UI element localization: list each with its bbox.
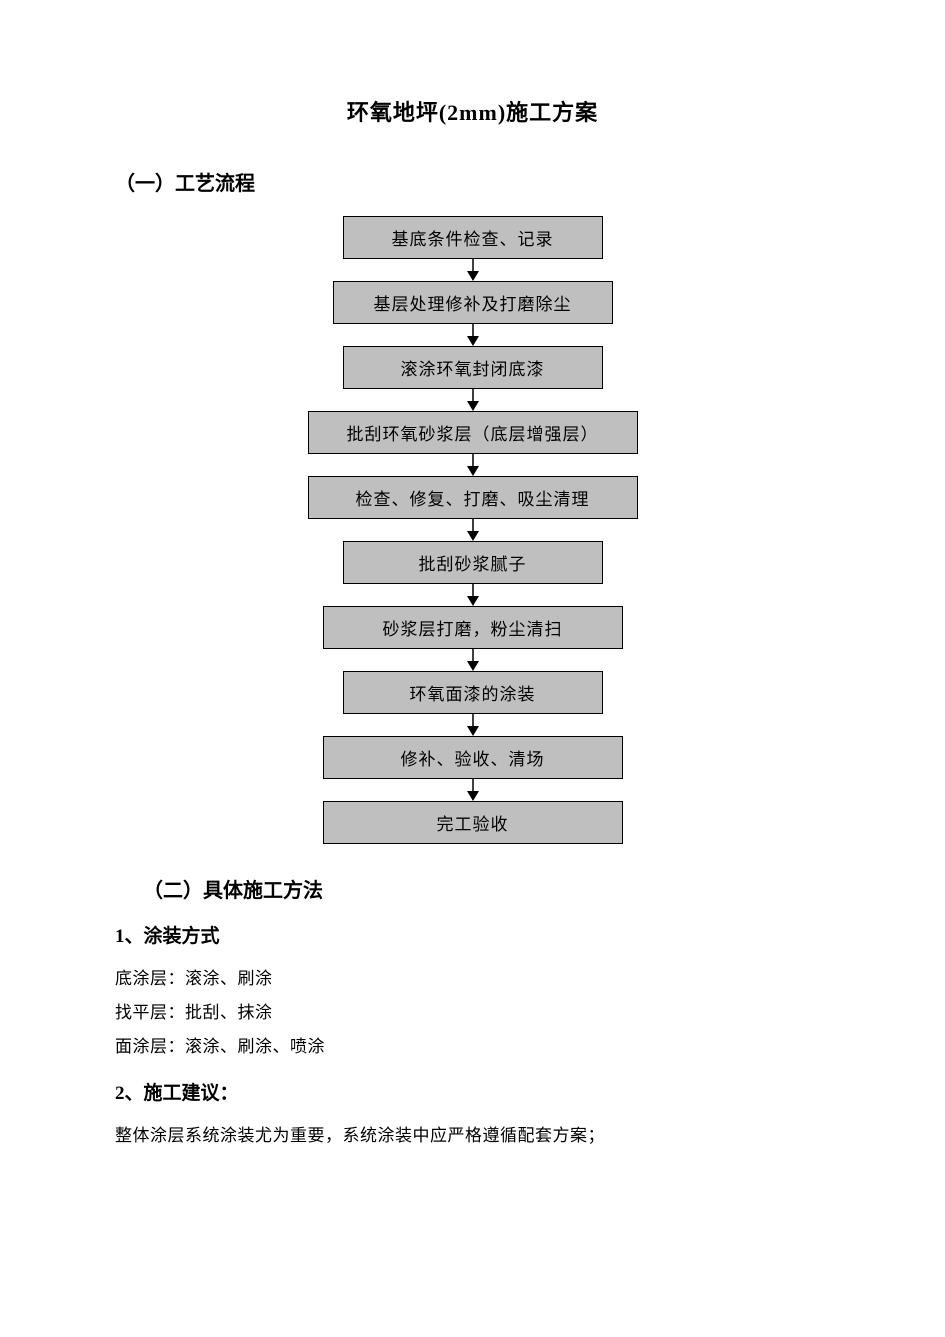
document-title: 环氧地坪(2mm)施工方案: [115, 95, 830, 127]
flow-arrow-icon: [463, 649, 483, 671]
section-1-heading: （一）工艺流程: [115, 167, 830, 196]
subsection-2-1-heading: 1、涂装方式: [115, 921, 830, 948]
flow-node: 滚涂环氧封闭底漆: [343, 346, 603, 389]
flow-arrow-icon: [463, 324, 483, 346]
flow-node: 完工验收: [323, 801, 623, 844]
section-2-heading: （二）具体施工方法: [143, 874, 830, 903]
flow-arrow-icon: [463, 584, 483, 606]
flow-arrow-icon: [463, 714, 483, 736]
flow-node: 修补、验收、清场: [323, 736, 623, 779]
body-text: 找平层：批刮、抹涂: [115, 996, 830, 1030]
flow-node: 基底条件检查、记录: [343, 216, 603, 259]
flow-node: 批刮环氧砂浆层（底层增强层）: [308, 411, 638, 454]
flow-node: 检查、修复、打磨、吸尘清理: [308, 476, 638, 519]
flow-node: 砂浆层打磨，粉尘清扫: [323, 606, 623, 649]
flow-arrow-icon: [463, 259, 483, 281]
subsection-2-2-heading: 2、施工建议：: [115, 1078, 830, 1105]
body-text: 整体涂层系统涂装尤为重要，系统涂装中应严格遵循配套方案；: [115, 1119, 830, 1153]
flow-arrow-icon: [463, 519, 483, 541]
flow-node: 批刮砂浆腻子: [343, 541, 603, 584]
flow-node: 环氧面漆的涂装: [343, 671, 603, 714]
flow-arrow-icon: [463, 779, 483, 801]
body-text: 底涂层：滚涂、刷涂: [115, 962, 830, 996]
flow-arrow-icon: [463, 454, 483, 476]
process-flowchart: 基底条件检查、记录基层处理修补及打磨除尘滚涂环氧封闭底漆批刮环氧砂浆层（底层增强…: [115, 216, 830, 844]
flow-arrow-icon: [463, 389, 483, 411]
body-text: 面涂层：滚涂、刷涂、喷涂: [115, 1030, 830, 1064]
flow-node: 基层处理修补及打磨除尘: [333, 281, 613, 324]
